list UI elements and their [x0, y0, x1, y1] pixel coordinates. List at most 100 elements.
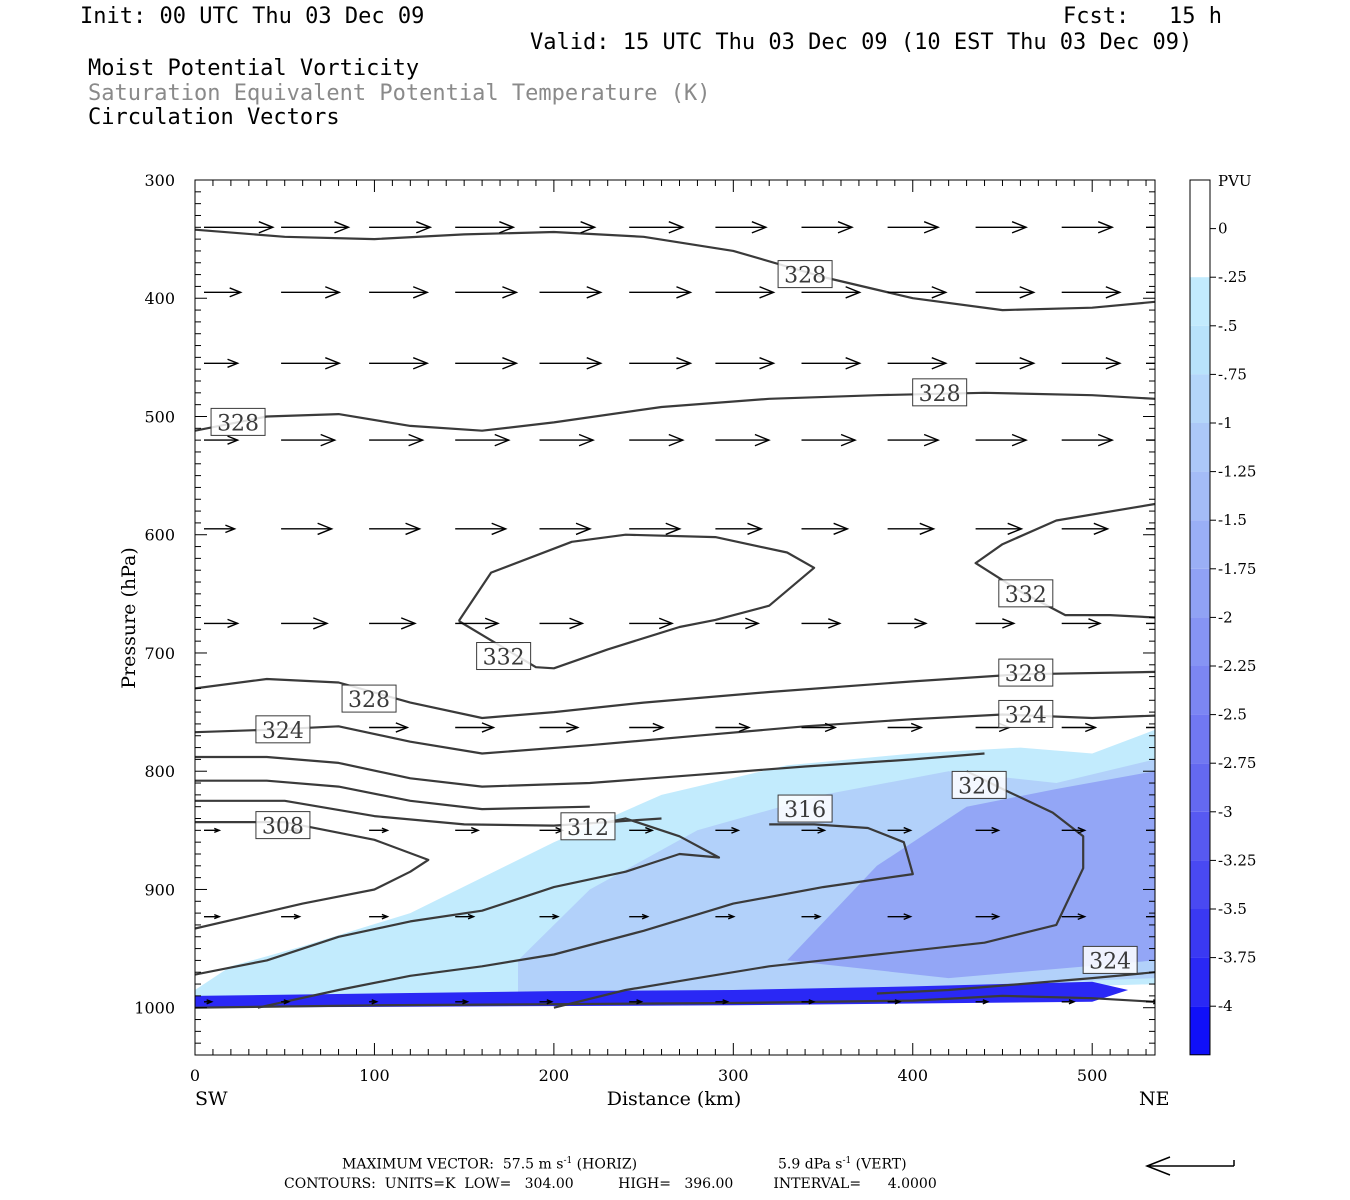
vector-arrow — [887, 618, 928, 629]
ne-label: NE — [1139, 1088, 1170, 1110]
colorbar-segment — [1190, 860, 1210, 909]
x-tick-label: 500 — [1077, 1066, 1108, 1085]
vector-arrow — [539, 357, 603, 370]
contour-label-text: 312 — [567, 816, 609, 841]
vector-head — [395, 722, 410, 733]
vector-head — [1170, 723, 1180, 731]
vector-head — [484, 617, 500, 630]
vector-arrow — [1061, 522, 1110, 535]
vector-head — [227, 358, 240, 368]
colorbar-segment — [1190, 520, 1210, 569]
colorbar-label: -.75 — [1218, 365, 1247, 383]
contour-324-13 — [876, 971, 1155, 995]
vector-arrow — [887, 913, 913, 921]
colorbar-label: -1.5 — [1218, 511, 1247, 529]
y-tick-label: 500 — [144, 407, 175, 426]
vector-arrow — [629, 722, 665, 733]
vector-head — [569, 617, 585, 630]
contour-316-7 — [195, 779, 590, 811]
contour-label-box — [998, 658, 1054, 687]
vector-head — [1068, 999, 1076, 1005]
vector-arrow — [975, 357, 1036, 370]
vector-arrow — [801, 286, 862, 299]
vector-head — [808, 999, 816, 1005]
vector-arrow — [715, 286, 776, 299]
max-vector-label: MAXIMUM VECTOR: — [342, 1156, 494, 1173]
vector-arrow — [455, 286, 519, 299]
vector-arrow — [1061, 221, 1115, 234]
vector-arrow — [1146, 528, 1155, 530]
vector-head — [586, 357, 603, 370]
colorbar-segment — [1190, 180, 1210, 229]
vector-head — [845, 357, 862, 370]
y-tick-label: 900 — [144, 880, 175, 899]
vector-arrow — [281, 617, 329, 630]
vector-arrow — [887, 221, 941, 234]
contour-label-box — [255, 715, 311, 744]
colorbar-label: -2.25 — [1218, 657, 1256, 675]
vector-arrow — [715, 999, 730, 1005]
colorbar-label: -1.25 — [1218, 463, 1256, 481]
vector-arrow — [369, 522, 422, 536]
vector-head — [214, 914, 222, 920]
vector-head — [283, 999, 291, 1005]
vector-arrow — [629, 357, 693, 370]
vector-arrow — [801, 618, 842, 629]
contour-label: 332 — [998, 579, 1054, 608]
vector-head — [652, 722, 665, 733]
vector-arrow — [975, 433, 1028, 447]
vector-arrow — [975, 522, 1024, 535]
vector-head — [1019, 286, 1036, 299]
colorbar-label: 0 — [1218, 220, 1228, 238]
vector-arrow — [887, 722, 924, 733]
vector-head — [845, 286, 862, 299]
vector-head — [575, 522, 592, 536]
vector-head — [982, 999, 990, 1005]
vector-arrow — [1061, 286, 1122, 299]
contour-label-text: 328 — [348, 688, 390, 713]
vector-head — [566, 722, 580, 733]
vector-head — [910, 722, 924, 733]
vector-arrow — [887, 286, 948, 299]
contour-label-text: 324 — [262, 719, 304, 744]
vector-head — [754, 433, 771, 447]
vector-head — [467, 913, 476, 920]
contour-332-2 — [457, 533, 816, 670]
vector-arrow — [1061, 433, 1115, 447]
vector-head — [502, 286, 519, 299]
vector-arrow — [204, 221, 275, 234]
max-vector-text: MAXIMUM VECTOR: 57.5 m s-1 (HORIZ) — [342, 1156, 637, 1173]
vector-arrow — [369, 827, 390, 834]
colorbar-label: -1 — [1218, 414, 1233, 432]
contour-label: 328 — [998, 658, 1054, 687]
field-title-pv: Moist Potential Vorticity — [88, 56, 420, 81]
vector-arrow — [801, 357, 862, 370]
colorbar-segment — [1190, 374, 1210, 423]
contour-332-3 — [974, 502, 1155, 619]
contour-312-10 — [195, 817, 721, 976]
vector-arrow — [801, 999, 816, 1005]
contour-label-box — [912, 378, 968, 407]
colorbar-label: -3.5 — [1218, 900, 1247, 918]
vector-arrow — [629, 913, 650, 920]
vector-arrow — [539, 999, 554, 1005]
vector-arrow — [281, 433, 337, 447]
vector-arrow — [801, 522, 850, 535]
vector-arrow — [369, 433, 425, 447]
vector-head — [1002, 618, 1016, 629]
vector-head — [1097, 221, 1115, 234]
vector-head — [225, 524, 237, 534]
vector-head — [325, 357, 342, 370]
vector-arrow — [629, 522, 682, 536]
vector-head — [894, 999, 902, 1005]
horiz-max-value: 57.5 m s — [502, 1156, 564, 1173]
vector-arrow — [1061, 913, 1087, 921]
vector-head — [206, 999, 214, 1005]
contour-label-box — [777, 794, 833, 823]
sw-label: SW — [195, 1088, 228, 1110]
vector-arrow — [801, 221, 854, 234]
vert-exponent: -1 — [842, 1156, 852, 1166]
vector-head — [759, 357, 776, 370]
colorbar-label: -4 — [1218, 997, 1233, 1015]
colorbar-label: -3 — [1218, 803, 1233, 821]
